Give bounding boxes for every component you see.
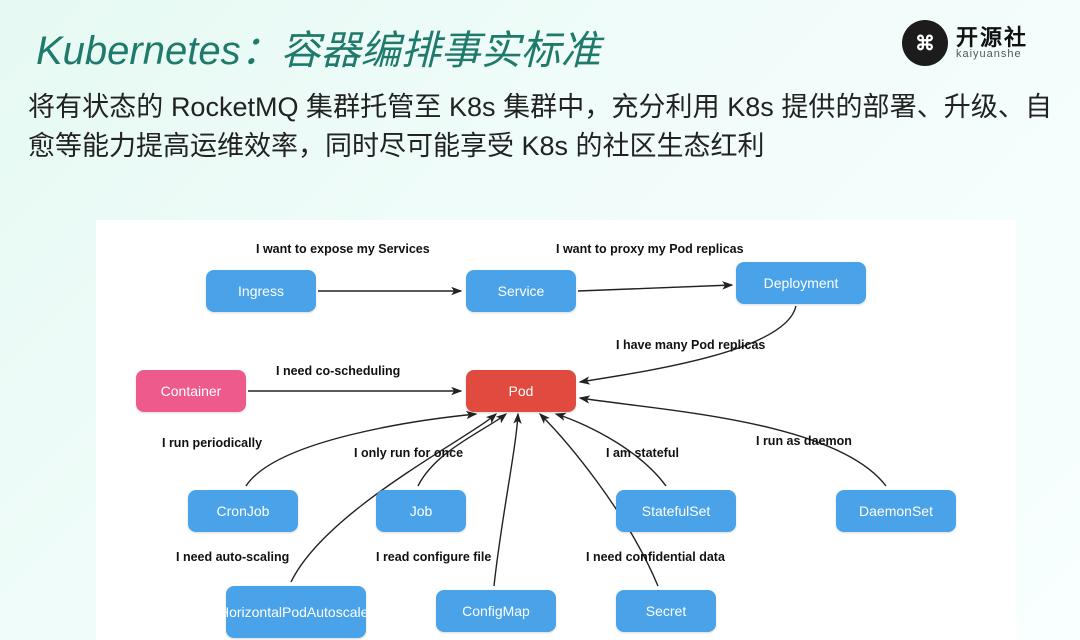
node-pod: Pod — [466, 370, 576, 412]
edge-label-container-to-pod: I need co-scheduling — [276, 364, 400, 378]
k8s-resource-diagram: I want to expose my Services I want to pr… — [96, 220, 1016, 640]
slide-description: 将有状态的 RocketMQ 集群托管至 K8s 集群中，充分利用 K8s 提供… — [28, 88, 1052, 166]
brand-logo-cn: 开源社 — [956, 26, 1028, 49]
node-cronjob: CronJob — [188, 490, 298, 532]
edge-service-to-deployment — [578, 285, 732, 291]
edge-label-daemonset-to-pod: I run as daemon — [756, 434, 852, 448]
node-configmap: ConfigMap — [436, 590, 556, 632]
edge-label-deployment-to-pod: I have many Pod replicas — [616, 338, 765, 352]
node-statefulset: StatefulSet — [616, 490, 736, 532]
edge-label-service-to-deployment: I want to proxy my Pod replicas — [556, 242, 744, 256]
node-daemonset: DaemonSet — [836, 490, 956, 532]
edge-label-statefulset-to-pod: I am stateful — [606, 446, 679, 460]
edge-label-cronjob-to-pod: I run periodically — [162, 436, 262, 450]
edge-label-job-to-pod: I only run for once — [354, 446, 463, 460]
edge-label-ingress-to-service: I want to expose my Services — [256, 242, 430, 256]
brand-logo-text: 开源社 kaiyuanshe — [956, 26, 1028, 61]
edge-configmap-to-pod — [494, 414, 518, 586]
node-hpa: HorizontalPodAutoscaler — [226, 586, 366, 638]
brand-logo: ⌘ 开源社 kaiyuanshe — [902, 20, 1028, 66]
edge-label-configmap-to-pod: I read configure file — [376, 550, 491, 564]
node-secret: Secret — [616, 590, 716, 632]
edge-label-hpa-to-pod: I need auto-scaling — [176, 550, 289, 564]
slide-title: Kubernetes：容器编排事实标准 — [36, 18, 601, 76]
edge-label-secret-to-pod: I need confidential data — [586, 550, 725, 564]
brand-logo-en: kaiyuanshe — [956, 49, 1028, 61]
node-deployment: Deployment — [736, 262, 866, 304]
brand-logo-mark: ⌘ — [902, 20, 948, 66]
node-container: Container — [136, 370, 246, 412]
node-service: Service — [466, 270, 576, 312]
node-ingress: Ingress — [206, 270, 316, 312]
node-job: Job — [376, 490, 466, 532]
